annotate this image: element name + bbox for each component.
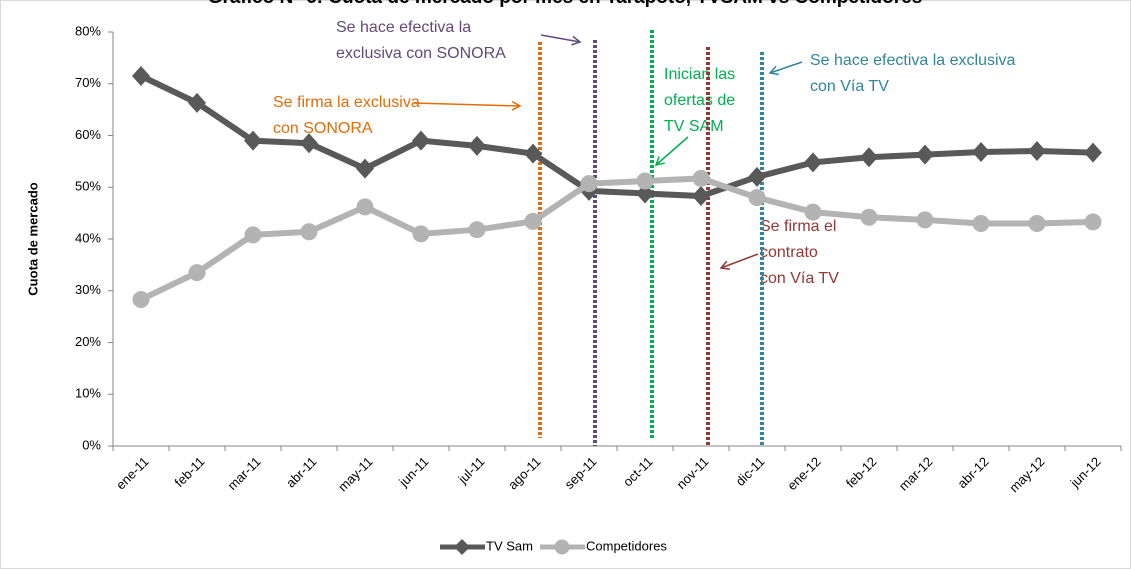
point bbox=[1028, 141, 1046, 162]
annotation: contrato bbox=[760, 244, 818, 261]
annotation: con Vía TV bbox=[810, 78, 889, 95]
arrow-head bbox=[511, 100, 522, 111]
y-axis-label: Cuota de mercado bbox=[25, 182, 40, 295]
point bbox=[692, 186, 710, 207]
point bbox=[748, 189, 766, 207]
annotation: TV SAM bbox=[664, 118, 724, 135]
point bbox=[244, 226, 262, 244]
series-line bbox=[139, 175, 1094, 303]
annotation: Se hace efectiva la exclusiva bbox=[810, 52, 1016, 69]
y-tick-label: 30% bbox=[75, 282, 101, 297]
point bbox=[1084, 142, 1102, 163]
annotation: con SONORA bbox=[273, 120, 373, 137]
y-tick-label: 10% bbox=[75, 386, 101, 401]
point bbox=[916, 144, 934, 165]
point bbox=[188, 92, 206, 113]
annotation: Se hace efectiva la bbox=[336, 19, 471, 36]
annotation: exclusiva con SONORA bbox=[336, 45, 506, 62]
y-tick-label: 40% bbox=[75, 230, 101, 245]
arrow bbox=[655, 136, 689, 166]
point bbox=[188, 264, 206, 282]
y-tick-label: 80% bbox=[75, 23, 101, 38]
point bbox=[412, 225, 430, 243]
legend-marker bbox=[554, 539, 570, 555]
point bbox=[132, 65, 150, 86]
point bbox=[356, 198, 374, 216]
point bbox=[468, 221, 486, 239]
arrow bbox=[720, 253, 759, 269]
arrow bbox=[413, 102, 521, 107]
arrow-head bbox=[768, 65, 779, 76]
arrow-head bbox=[571, 35, 582, 46]
point bbox=[356, 158, 374, 179]
legend-label: Competidores bbox=[586, 538, 667, 553]
y-tick-label: 20% bbox=[75, 334, 101, 349]
arrow-head bbox=[654, 156, 665, 167]
point bbox=[1028, 214, 1046, 232]
chart-title: Gráfico N° 6: Cuota de mercado por mes e… bbox=[208, 0, 923, 8]
arrow bbox=[769, 61, 803, 74]
point bbox=[1084, 213, 1102, 231]
arrow bbox=[540, 34, 581, 43]
point bbox=[972, 214, 990, 232]
series-line bbox=[139, 73, 1094, 200]
y-tick-label: 70% bbox=[75, 75, 101, 90]
point bbox=[636, 172, 654, 190]
annotation: Se firma la exclusiva bbox=[273, 94, 420, 111]
annotation: Se firma el bbox=[760, 218, 836, 235]
point bbox=[804, 203, 822, 221]
y-tick-label: 50% bbox=[75, 179, 101, 194]
point bbox=[244, 130, 262, 151]
point bbox=[580, 175, 598, 193]
point bbox=[300, 133, 318, 154]
point bbox=[300, 223, 318, 241]
point bbox=[804, 152, 822, 173]
point bbox=[412, 130, 430, 151]
legend-label: TV Sam bbox=[486, 538, 533, 553]
y-tick-label: 0% bbox=[82, 437, 101, 452]
point bbox=[860, 208, 878, 226]
y-tick-label: 60% bbox=[75, 127, 101, 142]
point bbox=[972, 142, 990, 163]
legend-marker bbox=[454, 539, 470, 555]
arrow-head bbox=[719, 260, 731, 270]
point bbox=[916, 211, 934, 229]
point bbox=[748, 166, 766, 187]
point bbox=[468, 135, 486, 156]
point bbox=[692, 169, 710, 187]
point bbox=[524, 212, 542, 230]
annotation: con Vía TV bbox=[760, 270, 839, 287]
annotation: Inician las bbox=[664, 66, 735, 83]
point bbox=[636, 183, 654, 204]
point bbox=[860, 147, 878, 168]
point bbox=[524, 143, 542, 164]
point bbox=[132, 291, 150, 309]
annotation: ofertas de bbox=[664, 92, 735, 109]
